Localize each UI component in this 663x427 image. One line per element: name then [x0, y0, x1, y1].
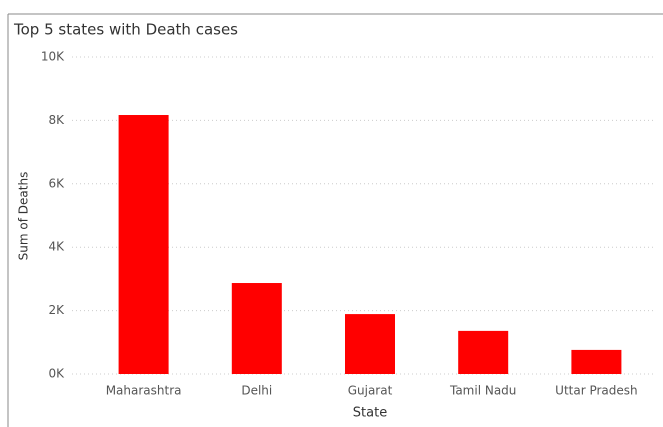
x-tick-label: Gujarat	[348, 384, 393, 398]
x-tick-label: Delhi	[241, 384, 272, 398]
chart-title: Top 5 states with Death cases	[13, 21, 238, 39]
bar	[231, 283, 282, 374]
x-tick-label: Tamil Nadu	[449, 384, 516, 398]
x-tick-label: Uttar Pradesh	[555, 384, 637, 398]
y-tick-label: 8K	[48, 113, 65, 127]
y-tick-label: 10K	[41, 50, 65, 64]
y-tick-label: 4K	[48, 240, 65, 254]
bar	[458, 330, 509, 374]
y-tick-label: 2K	[48, 303, 65, 317]
y-tick-label: 6K	[48, 176, 65, 190]
x-axis-title: State	[353, 406, 387, 421]
y-tick-label: 0K	[48, 367, 65, 381]
y-axis-title: Sum of Deaths	[17, 172, 31, 261]
bar	[345, 314, 395, 374]
bar	[118, 115, 169, 375]
bar	[571, 349, 622, 374]
x-tick-label: Maharashtra	[106, 384, 182, 398]
